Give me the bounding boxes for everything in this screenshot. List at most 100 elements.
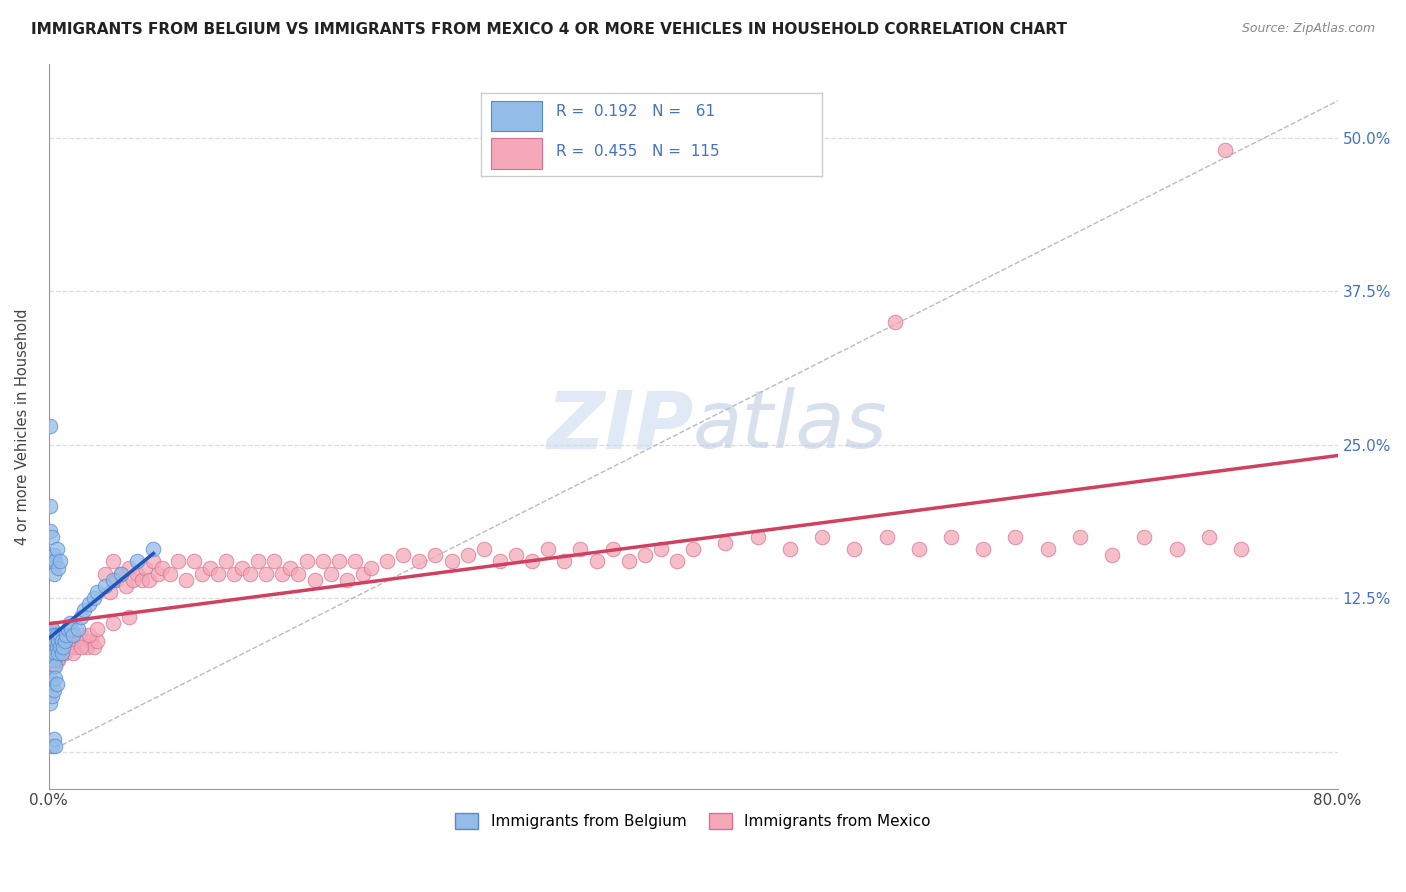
Point (94, 566, 117, 581)
Point (304, 573, 326, 587)
Point (48, 634, 70, 648)
Point (138, 573, 160, 587)
Point (747, 530, 769, 544)
Point (352, 566, 374, 581)
Point (1069, 530, 1091, 544)
Point (537, 542, 560, 557)
Point (39, 671, 62, 685)
Point (49, 640, 72, 655)
Point (1036, 542, 1059, 557)
Point (42, 640, 65, 655)
Point (70, 609, 93, 624)
Point (263, 554, 285, 568)
Point (70, 628, 93, 642)
Point (51, 634, 73, 648)
Point (191, 566, 214, 581)
Point (134, 560, 156, 574)
Point (39, 628, 62, 642)
Point (77, 598, 100, 612)
Point (103, 615, 125, 630)
Point (779, 542, 801, 557)
Point (59, 615, 82, 630)
Point (44, 652, 66, 666)
Point (142, 554, 165, 568)
Text: atlas: atlas (693, 387, 889, 466)
Point (49, 628, 72, 642)
Point (48, 652, 70, 666)
Point (520, 554, 543, 568)
Point (41, 530, 63, 544)
Point (42, 647, 65, 661)
Point (70, 640, 93, 655)
Point (569, 542, 592, 557)
Point (207, 566, 229, 581)
Point (328, 554, 350, 568)
Point (1166, 542, 1188, 557)
Point (103, 573, 125, 587)
Point (110, 566, 132, 581)
Point (49, 554, 72, 568)
Point (1198, 530, 1220, 544)
Point (215, 554, 238, 568)
Point (159, 566, 181, 581)
Point (53, 634, 76, 648)
Point (247, 554, 270, 568)
Point (127, 566, 149, 581)
Point (42, 652, 65, 666)
Point (48, 634, 70, 648)
Point (45, 652, 67, 666)
Point (844, 542, 866, 557)
Point (48, 647, 70, 661)
Point (53, 634, 76, 648)
Point (319, 566, 342, 581)
Point (41, 554, 63, 568)
Point (127, 554, 149, 568)
Point (79, 634, 101, 648)
Point (44, 647, 66, 661)
Text: ZIP: ZIP (546, 387, 693, 466)
Point (39, 628, 62, 642)
Point (62, 628, 84, 642)
Point (44, 634, 66, 648)
Point (166, 554, 188, 568)
Point (39, 640, 62, 655)
Point (49, 640, 72, 655)
Point (45, 677, 67, 691)
Point (602, 542, 624, 557)
Point (94, 579, 117, 593)
Point (876, 530, 898, 544)
Point (239, 566, 262, 581)
Point (425, 548, 447, 562)
Point (52, 640, 75, 655)
Point (110, 566, 132, 581)
Point (66, 622, 89, 636)
Point (222, 566, 245, 581)
Point (105, 573, 128, 587)
Point (295, 554, 318, 568)
Point (42, 548, 65, 562)
Point (42, 683, 65, 698)
Point (1101, 548, 1123, 562)
Point (86, 585, 108, 599)
Point (1213, 143, 1236, 157)
Point (83, 640, 105, 655)
Point (883, 315, 905, 329)
Point (42, 658, 65, 673)
Point (51, 634, 73, 648)
Point (39, 419, 62, 434)
Point (62, 640, 84, 655)
Text: IMMIGRANTS FROM BELGIUM VS IMMIGRANTS FROM MEXICO 4 OR MORE VEHICLES IN HOUSEHOL: IMMIGRANTS FROM BELGIUM VS IMMIGRANTS FR… (31, 22, 1067, 37)
Point (336, 573, 359, 587)
Text: Source: ZipAtlas.com: Source: ZipAtlas.com (1241, 22, 1375, 36)
Point (714, 536, 737, 550)
Point (76, 640, 98, 655)
Point (617, 554, 640, 568)
Point (39, 696, 62, 710)
Point (39, 647, 62, 661)
Point (343, 554, 366, 568)
Point (440, 554, 463, 568)
Point (77, 628, 100, 642)
Point (45, 647, 67, 661)
Point (271, 566, 294, 581)
Point (183, 554, 205, 568)
